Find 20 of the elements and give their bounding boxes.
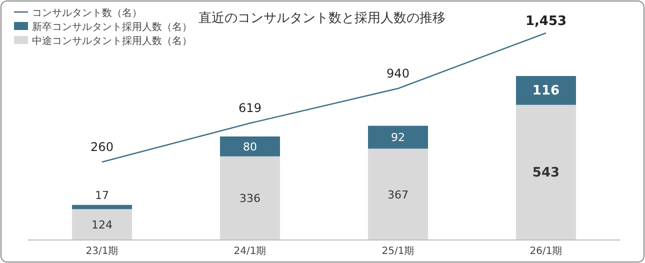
x-tick-label: 26/1期 xyxy=(530,245,562,257)
data-label: 124 xyxy=(92,218,112,232)
chart-title: 直近のコンサルタント数と採用人数の推移 xyxy=(198,11,446,26)
data-label: 336 xyxy=(240,192,260,206)
x-tick-label: 25/1期 xyxy=(382,245,414,257)
data-label: 92 xyxy=(391,131,405,144)
data-label: 940 xyxy=(386,66,410,80)
data-label: 17 xyxy=(95,188,109,202)
data-label: 619 xyxy=(238,101,262,116)
data-label: 260 xyxy=(90,140,114,154)
legend-label: 新卒コンサルタント採用人数（名） xyxy=(32,21,192,33)
data-label: 116 xyxy=(532,83,560,98)
x-tick-label: 24/1期 xyxy=(234,245,266,257)
legend-label: コンサルタント数（名） xyxy=(32,7,142,19)
data-label: 80 xyxy=(243,140,257,154)
x-tick-label: 23/1期 xyxy=(86,245,118,257)
data-label: 367 xyxy=(388,188,408,202)
data-label: 543 xyxy=(532,165,560,180)
legend-label: 中途コンサルタント採用人数（名） xyxy=(32,35,192,47)
data-label: 1,453 xyxy=(525,14,567,29)
